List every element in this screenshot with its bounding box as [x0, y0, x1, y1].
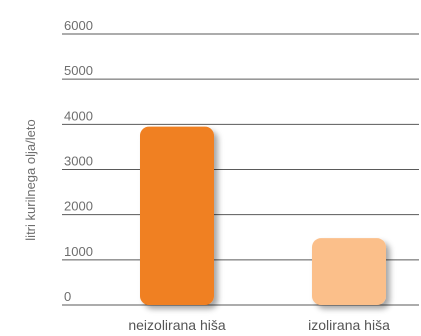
x-category-labels: neizolirana hiša izolirana hiša: [128, 317, 390, 333]
y-tick-label: 6000: [64, 18, 93, 33]
y-tick-label: 5000: [64, 63, 93, 78]
y-tick-labels: 0 1000 2000 3000 4000 5000 6000: [64, 18, 93, 304]
bar-1: [312, 238, 386, 305]
y-axis-label: litri kurilnega olja/leto: [23, 119, 38, 240]
bars: [140, 126, 386, 305]
y-tick-label: 2000: [64, 199, 93, 214]
gridlines: [62, 33, 419, 306]
y-tick-label: 3000: [64, 154, 93, 169]
y-tick-label: 0: [64, 289, 71, 304]
x-category-label: neizolirana hiša: [128, 317, 225, 333]
y-tick-label: 4000: [64, 108, 93, 123]
x-category-label: izolirana hiša: [308, 317, 390, 333]
y-tick-label: 1000: [64, 244, 93, 259]
bar-0: [140, 126, 214, 305]
